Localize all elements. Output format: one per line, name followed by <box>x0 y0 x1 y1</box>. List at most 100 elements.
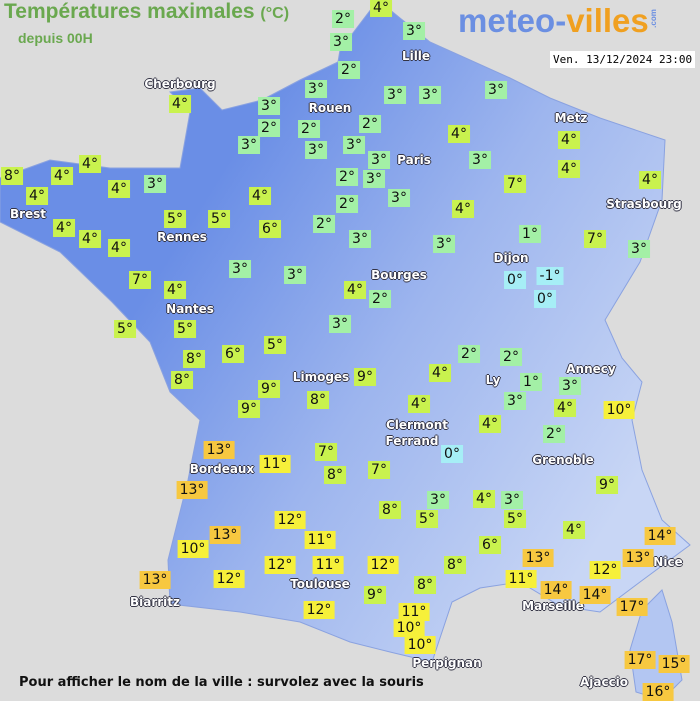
temperature-station[interactable]: 3° <box>305 80 327 98</box>
temperature-station[interactable]: 3° <box>368 151 390 169</box>
temperature-station[interactable]: 3° <box>388 189 410 207</box>
temperature-station[interactable]: 8° <box>324 466 346 484</box>
temperature-station[interactable]: 8° <box>1 167 23 185</box>
temperature-station[interactable]: 3° <box>258 97 280 115</box>
temperature-station[interactable]: 4° <box>51 167 73 185</box>
temperature-station[interactable]: 8° <box>183 350 205 368</box>
temperature-station[interactable]: 10° <box>404 636 436 654</box>
temperature-station[interactable]: 3° <box>427 491 449 509</box>
temperature-station[interactable]: 3° <box>343 136 365 154</box>
temperature-station[interactable]: 13° <box>203 441 235 459</box>
temperature-station[interactable]: 9° <box>364 586 386 604</box>
temperature-station[interactable]: 9° <box>238 400 260 418</box>
temperature-station[interactable]: 4° <box>53 219 75 237</box>
temperature-station[interactable]: 3° <box>504 392 526 410</box>
temperature-station[interactable]: 13° <box>522 549 554 567</box>
temperature-station[interactable]: 11° <box>304 531 336 549</box>
temperature-station[interactable]: 4° <box>558 131 580 149</box>
temperature-station[interactable]: 12° <box>264 556 296 574</box>
temperature-station[interactable]: 6° <box>222 345 244 363</box>
temperature-station[interactable]: 7° <box>584 230 606 248</box>
temperature-station[interactable]: 5° <box>504 510 526 528</box>
temperature-station[interactable]: 3° <box>229 260 251 278</box>
temperature-station[interactable]: 11° <box>505 570 537 588</box>
temperature-station[interactable]: 4° <box>164 281 186 299</box>
temperature-station[interactable]: 2° <box>458 345 480 363</box>
temperature-station[interactable]: 2° <box>258 119 280 137</box>
temperature-station[interactable]: 12° <box>367 556 399 574</box>
temperature-station[interactable]: 4° <box>558 160 580 178</box>
temperature-station[interactable]: 4° <box>452 200 474 218</box>
temperature-station[interactable]: 10° <box>603 401 635 419</box>
temperature-station[interactable]: 3° <box>284 266 306 284</box>
temperature-station[interactable]: 0° <box>504 271 526 289</box>
temperature-station[interactable]: 1° <box>519 225 541 243</box>
temperature-station[interactable]: 5° <box>114 320 136 338</box>
temperature-station[interactable]: 4° <box>79 155 101 173</box>
temperature-station[interactable]: 7° <box>315 443 337 461</box>
temperature-station[interactable]: 7° <box>504 175 526 193</box>
temperature-station[interactable]: 3° <box>559 377 581 395</box>
temperature-station[interactable]: 17° <box>624 651 656 669</box>
temperature-station[interactable]: 2° <box>359 115 381 133</box>
temperature-station[interactable]: 4° <box>169 95 191 113</box>
temperature-station[interactable]: 3° <box>363 170 385 188</box>
temperature-station[interactable]: 5° <box>416 510 438 528</box>
temperature-station[interactable]: 6° <box>259 220 281 238</box>
temperature-station[interactable]: 11° <box>259 455 291 473</box>
temperature-station[interactable]: 4° <box>448 125 470 143</box>
temperature-station[interactable]: 8° <box>379 501 401 519</box>
temperature-station[interactable]: 4° <box>79 230 101 248</box>
temperature-station[interactable]: 12° <box>303 601 335 619</box>
temperature-station[interactable]: 13° <box>139 571 171 589</box>
temperature-station[interactable]: 4° <box>554 399 576 417</box>
temperature-station[interactable]: 11° <box>398 603 430 621</box>
temperature-station[interactable]: 14° <box>540 581 572 599</box>
temperature-station[interactable]: 5° <box>174 320 196 338</box>
temperature-station[interactable]: 4° <box>108 180 130 198</box>
temperature-station[interactable]: 4° <box>408 395 430 413</box>
temperature-station[interactable]: 8° <box>414 576 436 594</box>
temperature-station[interactable]: 2° <box>332 10 354 28</box>
temperature-station[interactable]: 12° <box>589 561 621 579</box>
temperature-station[interactable]: 7° <box>368 461 390 479</box>
temperature-station[interactable]: 12° <box>274 511 306 529</box>
temperature-station[interactable]: 9° <box>258 380 280 398</box>
temperature-station[interactable]: 2° <box>369 290 391 308</box>
temperature-station[interactable]: 3° <box>329 315 351 333</box>
temperature-station[interactable]: -1° <box>536 267 564 285</box>
temperature-station[interactable]: 2° <box>336 195 358 213</box>
temperature-station[interactable]: 3° <box>403 22 425 40</box>
temperature-station[interactable]: 3° <box>501 491 523 509</box>
temperature-station[interactable]: 3° <box>305 141 327 159</box>
temperature-station[interactable]: 9° <box>596 476 618 494</box>
meteo-villes-logo[interactable]: meteo-villes .com <box>458 2 658 39</box>
temperature-station[interactable]: 0° <box>441 445 463 463</box>
temperature-station[interactable]: 5° <box>264 336 286 354</box>
temperature-station[interactable]: 14° <box>644 527 676 545</box>
temperature-station[interactable]: 4° <box>639 171 661 189</box>
temperature-station[interactable]: 13° <box>176 481 208 499</box>
temperature-station[interactable]: 6° <box>479 536 501 554</box>
temperature-station[interactable]: 4° <box>344 281 366 299</box>
temperature-station[interactable]: 8° <box>171 371 193 389</box>
temperature-station[interactable]: 10° <box>177 540 209 558</box>
temperature-station[interactable]: 11° <box>312 556 344 574</box>
temperature-station[interactable]: 15° <box>658 655 690 673</box>
temperature-station[interactable]: 8° <box>444 556 466 574</box>
temperature-station[interactable]: 4° <box>26 187 48 205</box>
temperature-station[interactable]: 1° <box>520 373 542 391</box>
temperature-station[interactable]: 0° <box>534 290 556 308</box>
temperature-station[interactable]: 4° <box>108 239 130 257</box>
temperature-station[interactable]: 9° <box>354 368 376 386</box>
temperature-station[interactable]: 2° <box>313 215 335 233</box>
temperature-station[interactable]: 3° <box>349 230 371 248</box>
temperature-station[interactable]: 5° <box>164 210 186 228</box>
temperature-station[interactable]: 3° <box>330 33 352 51</box>
temperature-station[interactable]: 3° <box>628 240 650 258</box>
temperature-station[interactable]: 12° <box>213 570 245 588</box>
temperature-station[interactable]: 3° <box>144 175 166 193</box>
temperature-station[interactable]: 5° <box>208 210 230 228</box>
temperature-station[interactable]: 7° <box>129 271 151 289</box>
temperature-station[interactable]: 3° <box>469 151 491 169</box>
